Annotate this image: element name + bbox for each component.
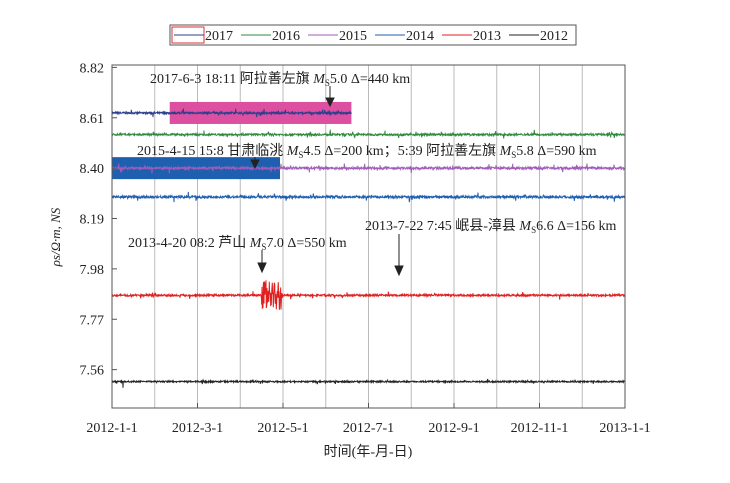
series-line-2012 xyxy=(111,378,626,388)
y-tick-label: 7.77 xyxy=(80,313,105,328)
y-axis-label: ρs/Ω·m, NS xyxy=(48,207,63,267)
legend-label-2017: 2017 xyxy=(205,29,233,44)
x-tick-label: 2012-1-1 xyxy=(86,421,137,436)
series-lines xyxy=(111,108,626,388)
y-tick-label: 8.61 xyxy=(80,112,105,127)
x-tick-label: 2012-7-1 xyxy=(343,421,394,436)
x-tick-label: 2012-5-1 xyxy=(257,421,308,436)
legend-label-2012: 2012 xyxy=(540,29,568,44)
legend-label-2014: 2014 xyxy=(406,29,434,44)
series-line-2013 xyxy=(111,280,626,310)
annotation-2013-lushan: 2013-4-20 08:2 芦山 MS7.0 Δ=550 km xyxy=(128,235,347,252)
series-line-2014 xyxy=(111,191,626,203)
legend-label-2013: 2013 xyxy=(473,29,501,44)
y-tick-label: 8.19 xyxy=(80,213,105,228)
annotation-2017: 2017-6-3 18:11 阿拉善左旗 MS5.0 Δ=440 km xyxy=(150,71,410,88)
series-line-2015 xyxy=(111,163,626,174)
x-tick-label: 2012-3-1 xyxy=(172,421,223,436)
x-ticks: 2012-1-1 2012-3-1 2012-5-1 2012-7-1 2012-9-1… xyxy=(86,403,651,436)
y-tick-label: 7.98 xyxy=(80,263,105,278)
x-tick-label: 2013-1-1 xyxy=(599,421,650,436)
annotation-arrows xyxy=(250,86,404,277)
series-line-2016 xyxy=(111,128,626,139)
legend-label-2016: 2016 xyxy=(272,29,300,44)
legend: 2017 2016 2015 2014 2013 2012 xyxy=(169,24,577,46)
y-ticks: 7.56 7.77 7.98 8.19 8.40 8.61 8.82 xyxy=(80,61,117,379)
series-line-2017 xyxy=(111,108,352,118)
annotation-2015: 2015-4-15 15:8 甘肃临洮 MS4.5 Δ=200 km；5:39 … xyxy=(137,143,597,160)
x-tick-label: 2012-11-1 xyxy=(511,421,569,436)
x-axis-label: 时间(年-月-日) xyxy=(324,444,413,460)
x-tick-label: 2012-9-1 xyxy=(428,421,479,436)
y-tick-label: 8.82 xyxy=(80,61,105,76)
annotation-2013-minxian: 2013-7-22 7:45 岷县-漳县 MS6.6 Δ=156 km xyxy=(365,217,616,235)
legend-label-2015: 2015 xyxy=(339,29,367,44)
y-tick-label: 8.40 xyxy=(80,162,105,177)
y-tick-label: 7.56 xyxy=(80,364,105,379)
